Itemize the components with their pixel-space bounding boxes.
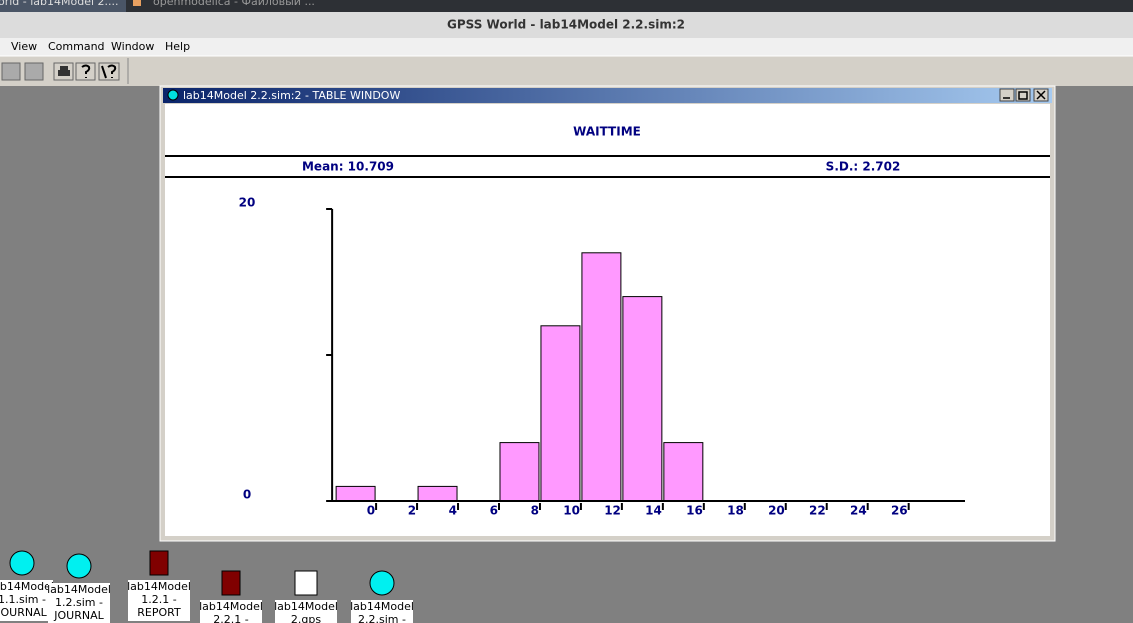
bar xyxy=(335,485,376,502)
child-title: lab14Model 2.2.sim:2 - TABLE WINDOW xyxy=(183,89,400,102)
icon-label[interactable]: REPORT xyxy=(137,606,181,619)
sd-label: S.D.: 2.702 xyxy=(826,160,901,174)
x-tick-label: 20 xyxy=(768,504,785,518)
icon-label[interactable]: 2.2.1 - xyxy=(213,613,248,623)
bar xyxy=(417,485,458,502)
toolbar-buttons xyxy=(1,58,129,84)
x-tick-label: 6 xyxy=(490,504,498,518)
menu-item[interactable]: Window xyxy=(111,40,154,53)
icon-label[interactable]: JOURNAL xyxy=(53,609,104,622)
x-tick-label: 26 xyxy=(891,504,908,518)
toolbar xyxy=(0,56,1133,86)
icon-label[interactable]: lab14Model xyxy=(47,583,111,596)
icon-label[interactable]: 2.gps xyxy=(291,613,321,623)
chart-title: WAITTIME xyxy=(573,125,641,139)
taskbar-item-label: orld - lab14Model 2.... xyxy=(0,0,119,8)
help-icon xyxy=(81,64,91,78)
taskbar xyxy=(0,0,1133,12)
icon-label[interactable]: lab14Model xyxy=(0,580,54,593)
menu-item[interactable]: Help xyxy=(165,40,190,53)
icon-label-bg xyxy=(0,580,53,621)
print-icon xyxy=(58,66,70,76)
file-icon xyxy=(9,550,35,576)
icon-label-bg xyxy=(128,580,190,621)
button[interactable] xyxy=(24,62,44,81)
app-titlebar xyxy=(0,12,1133,38)
app-title: GPSS World - lab14Model 2.2.sim:2 xyxy=(447,18,685,32)
bar xyxy=(540,325,581,502)
minimize-button[interactable] xyxy=(999,88,1015,102)
file-icon xyxy=(369,570,395,596)
window-controls xyxy=(999,88,1049,102)
button[interactable] xyxy=(1,62,21,81)
icon-label-bg xyxy=(351,600,413,623)
x-tick-label: 18 xyxy=(727,504,744,518)
window-icon xyxy=(167,89,179,101)
icon-label[interactable]: 1.1.sim - xyxy=(0,593,46,606)
icon xyxy=(133,0,141,6)
child-titlebar xyxy=(163,88,1052,103)
icon-label[interactable]: JOURNAL xyxy=(0,606,48,619)
icon-label[interactable]: 1.2.sim - xyxy=(55,596,103,609)
bar xyxy=(581,252,622,502)
bar xyxy=(499,442,540,502)
menu-item[interactable]: View xyxy=(11,40,37,53)
x-tick-label: 2 xyxy=(408,504,416,518)
icon-label[interactable]: lab14Model xyxy=(199,600,263,613)
file-icon xyxy=(221,570,241,596)
menu-item[interactable]: Command xyxy=(48,40,105,53)
menubar xyxy=(0,38,1133,56)
x-tick-label: 24 xyxy=(850,504,867,518)
x-tick-label: 8 xyxy=(531,504,539,518)
context-help-icon xyxy=(101,64,117,79)
x-tick-label: 22 xyxy=(809,504,826,518)
x-tick-label: 0 xyxy=(367,504,375,518)
icon-label[interactable]: 1.2.1 - xyxy=(141,593,176,606)
file-icon xyxy=(294,570,318,596)
icon-label[interactable]: lab14Model xyxy=(127,580,191,593)
file-icon xyxy=(66,553,92,579)
taskbar-item-label[interactable]: openmodelica - Файловый ... xyxy=(153,0,315,8)
x-tick-label: 4 xyxy=(449,504,457,518)
mean-label: Mean: 10.709 xyxy=(302,160,394,174)
taskbar-item[interactable] xyxy=(0,0,126,12)
icon-label-bg xyxy=(200,600,262,623)
x-tick-label: 16 xyxy=(686,504,703,518)
x-tick-label: 14 xyxy=(645,504,662,518)
control-glyphs xyxy=(1003,90,1046,100)
x-tick-label: 10 xyxy=(563,504,580,518)
bar xyxy=(622,296,663,502)
y-tick-label: 20 xyxy=(239,196,256,210)
icon-label[interactable]: 2.2.sim - xyxy=(358,613,406,623)
y-tick-label: 0 xyxy=(243,488,251,502)
file-icon xyxy=(149,550,169,576)
icon-label-bg xyxy=(48,583,110,623)
x-tick-label: 12 xyxy=(604,504,621,518)
icon-label[interactable]: lab14Model xyxy=(350,600,414,613)
icon-label[interactable]: lab14Model xyxy=(274,600,338,613)
bar xyxy=(663,442,704,502)
icon-label-bg xyxy=(275,600,337,623)
